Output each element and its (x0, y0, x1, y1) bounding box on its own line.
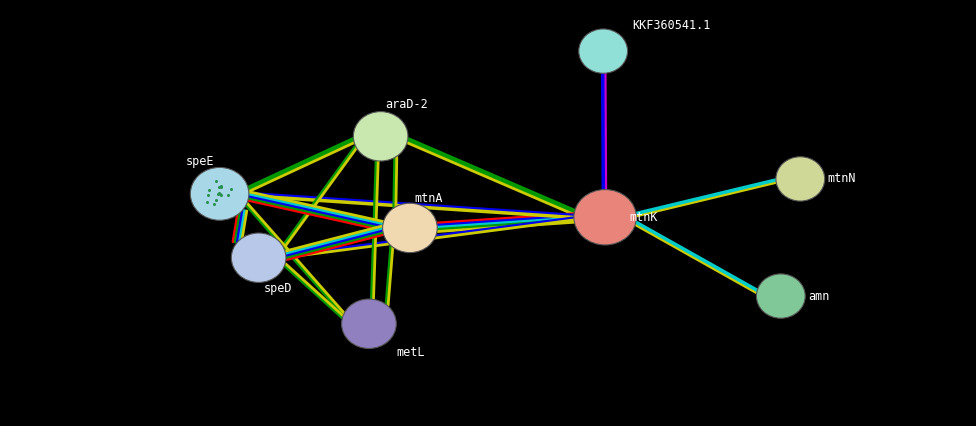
Ellipse shape (353, 112, 408, 161)
Text: mtnA: mtnA (415, 192, 443, 204)
Text: araD-2: araD-2 (386, 98, 428, 111)
Ellipse shape (190, 167, 249, 220)
Ellipse shape (342, 299, 396, 348)
Text: metL: metL (396, 346, 425, 359)
Text: mtnN: mtnN (828, 173, 856, 185)
Text: KKF360541.1: KKF360541.1 (632, 19, 711, 32)
Text: mtnK: mtnK (630, 211, 658, 224)
Ellipse shape (579, 29, 628, 73)
Text: speE: speE (186, 155, 215, 168)
Ellipse shape (231, 233, 286, 282)
Ellipse shape (383, 203, 437, 253)
Text: speD: speD (264, 282, 292, 295)
Ellipse shape (776, 157, 825, 201)
Text: amn: amn (808, 290, 830, 302)
Ellipse shape (756, 274, 805, 318)
Ellipse shape (574, 190, 636, 245)
